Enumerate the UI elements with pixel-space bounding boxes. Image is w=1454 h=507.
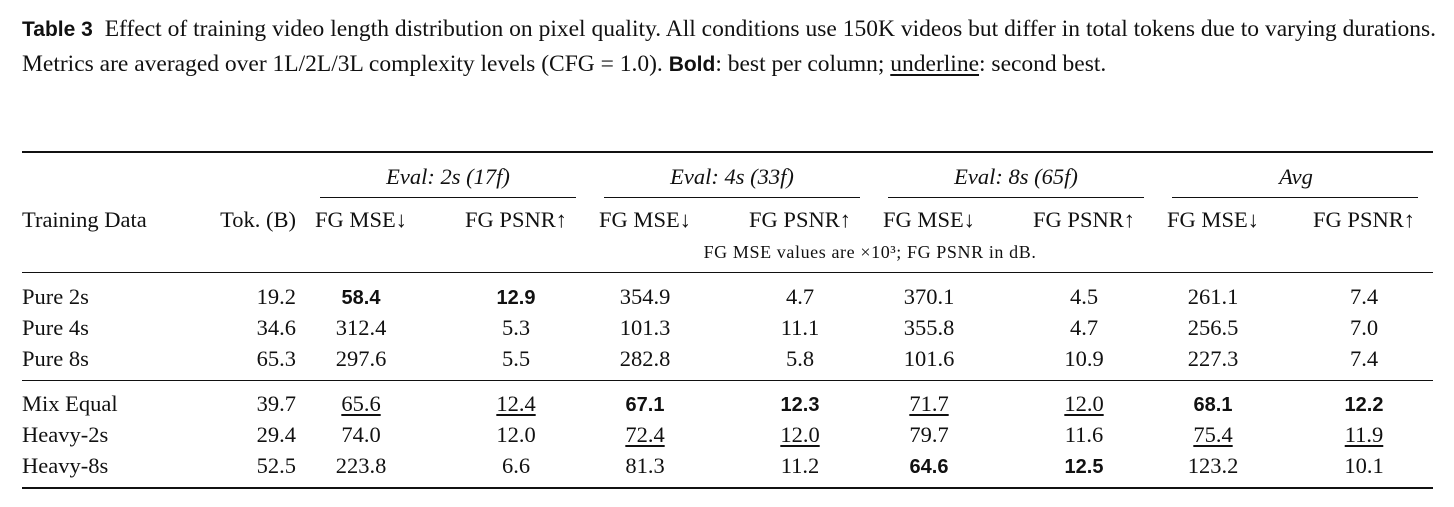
table-cell: 12.5: [1064, 456, 1104, 478]
table-cell: 4.7: [1069, 315, 1099, 340]
table-cell: 5.3: [501, 315, 531, 340]
row-tokens: 19.2: [256, 284, 296, 309]
row-tokens: 39.7: [256, 391, 296, 416]
table-cell: 67.1: [625, 394, 665, 416]
group-header-eval-8s: Eval: 8s (65f): [954, 164, 1078, 189]
table-cell: 370.1: [903, 284, 955, 309]
row-label: Pure 2s: [22, 284, 89, 309]
table-cell: 11.9: [1344, 422, 1384, 447]
caption-bold-word: Bold: [668, 53, 716, 76]
table-cell: 261.1: [1187, 284, 1239, 309]
col-header-training-data: Training Data: [22, 207, 147, 232]
row-tokens: 34.6: [256, 315, 296, 340]
group-rule-avg: [1172, 197, 1418, 198]
table-cell: 7.0: [1349, 315, 1379, 340]
group-header-eval-4s: Eval: 4s (33f): [670, 164, 794, 189]
table-cell: 75.4: [1193, 422, 1233, 447]
table-cell: 256.5: [1187, 315, 1239, 340]
table-cell: 72.4: [625, 422, 665, 447]
row-label: Pure 4s: [22, 315, 89, 340]
group-rule-eval-8s: [888, 197, 1144, 198]
row-tokens: 65.3: [256, 346, 296, 371]
col-header-metric: FG MSE↓: [883, 207, 975, 232]
table-cell: 10.9: [1064, 346, 1104, 371]
table-cell: 123.2: [1187, 453, 1239, 478]
table-cell: 10.1: [1344, 453, 1384, 478]
table-cell: 12.3: [780, 394, 820, 416]
table-cell: 58.4: [341, 287, 381, 309]
table-cell: 4.5: [1069, 284, 1099, 309]
table-cell: 355.8: [903, 315, 955, 340]
group-header-avg: Avg: [1279, 164, 1313, 189]
row-label: Mix Equal: [22, 391, 118, 416]
table-cell: 11.6: [1064, 422, 1104, 447]
table-cell: 11.1: [780, 315, 820, 340]
row-tokens: 52.5: [256, 453, 296, 478]
table-cell: 68.1: [1193, 394, 1233, 416]
table-cell: 12.0: [780, 422, 820, 447]
col-header-metric: FG PSNR↑: [1033, 207, 1135, 232]
col-header-metric: FG PSNR↑: [749, 207, 851, 232]
caption-text-3: : second best.: [979, 51, 1107, 77]
table-cell: 65.6: [341, 391, 381, 416]
caption-label: Table 3: [22, 18, 93, 41]
table-cell: 12.4: [496, 391, 536, 416]
table-cell: 11.2: [780, 453, 820, 478]
table-cell: 6.6: [501, 453, 531, 478]
row-label: Pure 8s: [22, 346, 89, 371]
table-cell: 81.3: [625, 453, 665, 478]
table-cell: 312.4: [335, 315, 387, 340]
row-label: Heavy-8s: [22, 453, 109, 478]
caption-underline-word: underline: [890, 51, 980, 77]
table-cell: 64.6: [909, 456, 949, 478]
table-cell: 7.4: [1349, 346, 1379, 371]
col-header-metric: FG MSE↓: [1167, 207, 1259, 232]
col-header-metric: FG PSNR↑: [465, 207, 567, 232]
table-cell: 7.4: [1349, 284, 1379, 309]
table-cell: 12.0: [496, 422, 536, 447]
row-tokens: 29.4: [256, 422, 296, 447]
group-rule-eval-4s: [604, 197, 860, 198]
col-header-metric: FG MSE↓: [315, 207, 407, 232]
table-cell: 4.7: [785, 284, 815, 309]
table-cell: 12.2: [1344, 394, 1384, 416]
table-caption: Table 3 Effect of training video length …: [22, 12, 1436, 82]
table-cell: 223.8: [335, 453, 387, 478]
table-cell: 12.0: [1064, 391, 1104, 416]
top-rule: [22, 151, 1433, 153]
table-cell: 5.8: [785, 346, 815, 371]
table-cell: 354.9: [619, 284, 671, 309]
bottom-rule: [22, 487, 1433, 489]
group-header-eval-2s: Eval: 2s (17f): [386, 164, 510, 189]
header-rule: [22, 272, 1433, 273]
row-label: Heavy-2s: [22, 422, 109, 447]
table-cell: 79.7: [909, 422, 949, 447]
table-cell: 101.6: [903, 346, 955, 371]
group-separator-rule: [22, 380, 1433, 381]
group-rule-eval-2s: [320, 197, 576, 198]
table-cell: 282.8: [619, 346, 671, 371]
table-cell: 227.3: [1187, 346, 1239, 371]
caption-text-2: : best per column;: [715, 51, 891, 77]
table-cell: 71.7: [909, 391, 949, 416]
table-cell: 5.5: [501, 346, 531, 371]
table-cell: 101.3: [619, 315, 671, 340]
col-header-metric: FG MSE↓: [599, 207, 691, 232]
table-note: FG MSE values are ×10³; FG PSNR in dB.: [703, 242, 1037, 262]
caption-text-1: Effect of training video length distribu…: [22, 16, 1437, 77]
col-header-tokens: Tok. (B): [220, 207, 296, 232]
table-cell: 12.9: [496, 287, 536, 309]
table-cell: 297.6: [335, 346, 387, 371]
table-cell: 74.0: [341, 422, 381, 447]
col-header-metric: FG PSNR↑: [1313, 207, 1415, 232]
